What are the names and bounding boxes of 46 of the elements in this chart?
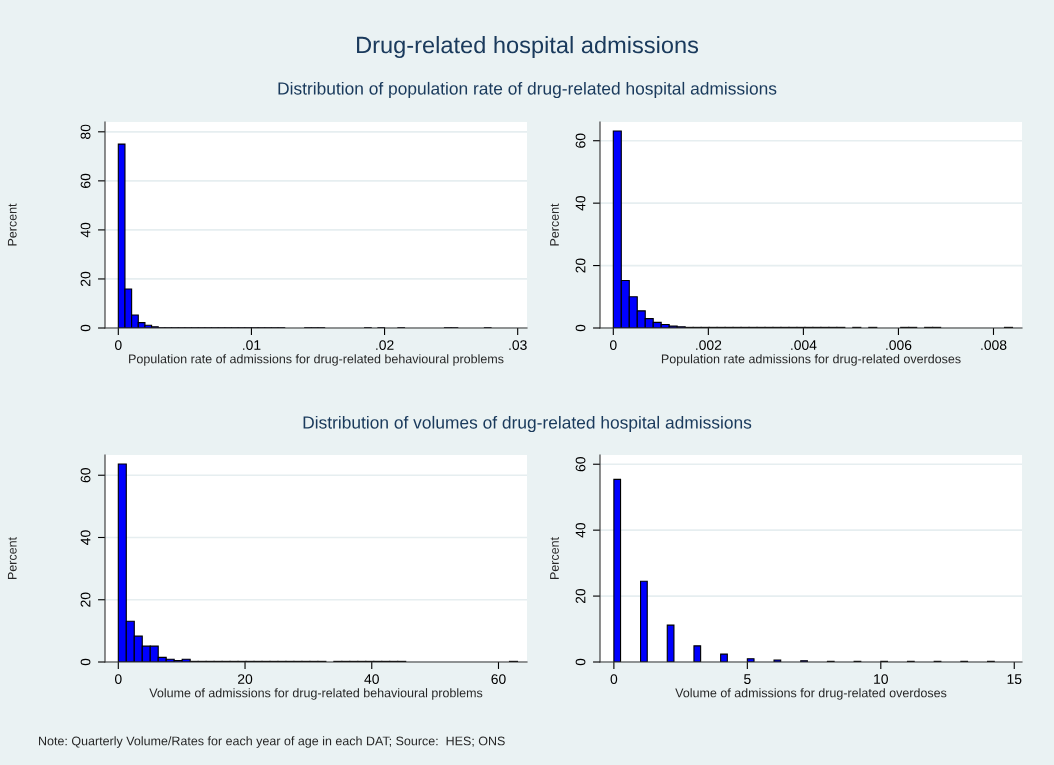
x-tick-label: 5 (744, 674, 751, 685)
y-axis-title: Percent (7, 203, 17, 246)
x-tick-label: .02 (376, 340, 394, 351)
y-tick-label: 80 (80, 124, 91, 139)
x-tick-label: 20 (238, 674, 253, 685)
y-tick-label: 40 (80, 222, 91, 238)
y-tick-label: 40 (575, 195, 586, 211)
x-axis-title: Population rate admissions for drug-related overdoses (661, 354, 961, 366)
chart-subtitle: Distribution of population rate of drug-related hospital admissions (278, 81, 777, 99)
x-tick-label: 0 (114, 674, 122, 685)
y-axis-title: Percent (550, 537, 559, 580)
x-axis-title: Population rate of admissions for drug-related behavioural problems (129, 354, 504, 366)
y-tick-label: 60 (575, 457, 586, 472)
x-tick-label: .008 (981, 340, 1007, 351)
y-tick-label: 60 (575, 133, 586, 148)
x-tick-label: .006 (886, 340, 912, 351)
x-tick-label: .002 (696, 340, 722, 351)
y-tick-label: 20 (575, 258, 586, 273)
y-tick-label: 60 (80, 173, 91, 188)
x-tick-label: .004 (791, 340, 817, 351)
y-tick-label: 0 (80, 658, 91, 666)
y-tick-label: 20 (80, 592, 91, 607)
x-tick-label: 0 (609, 340, 617, 351)
x-tick-label: 60 (491, 674, 506, 685)
x-tick-label: 15 (1007, 674, 1022, 685)
x-tick-label: .01 (243, 340, 261, 351)
y-axis-title: Percent (7, 537, 17, 580)
text: Note: Quarterly Volume/Rates for each year of age in each DAT; Source: HES; ONS (39, 736, 505, 748)
x-tick-label: 0 (610, 674, 618, 685)
y-tick-label: 0 (575, 324, 586, 332)
y-axis-title: Percent (550, 203, 559, 246)
y-tick-label: 40 (80, 530, 91, 545)
y-tick-label: 0 (575, 658, 586, 666)
y-tick-label: 60 (80, 468, 91, 483)
x-tick-label: 10 (874, 674, 888, 685)
x-tick-label: .03 (509, 340, 527, 351)
x-axis-title: Volume of admissions for drug-related behavioural problems (149, 688, 483, 700)
y-tick-label: 20 (80, 271, 91, 286)
y-tick-label: 0 (80, 324, 91, 332)
x-tick-label: 0 (114, 340, 122, 351)
chart-subtitle: Distribution of volumes of drug-related hospital admissions (303, 415, 752, 433)
x-axis-title: Volume of admissions for drug-related overdoses (675, 688, 947, 700)
y-tick-label: 20 (575, 588, 586, 604)
y-tick-label: 40 (575, 522, 586, 538)
chart-title: Drug-related hospital admissions (357, 36, 699, 59)
x-tick-label: 40 (364, 674, 379, 685)
